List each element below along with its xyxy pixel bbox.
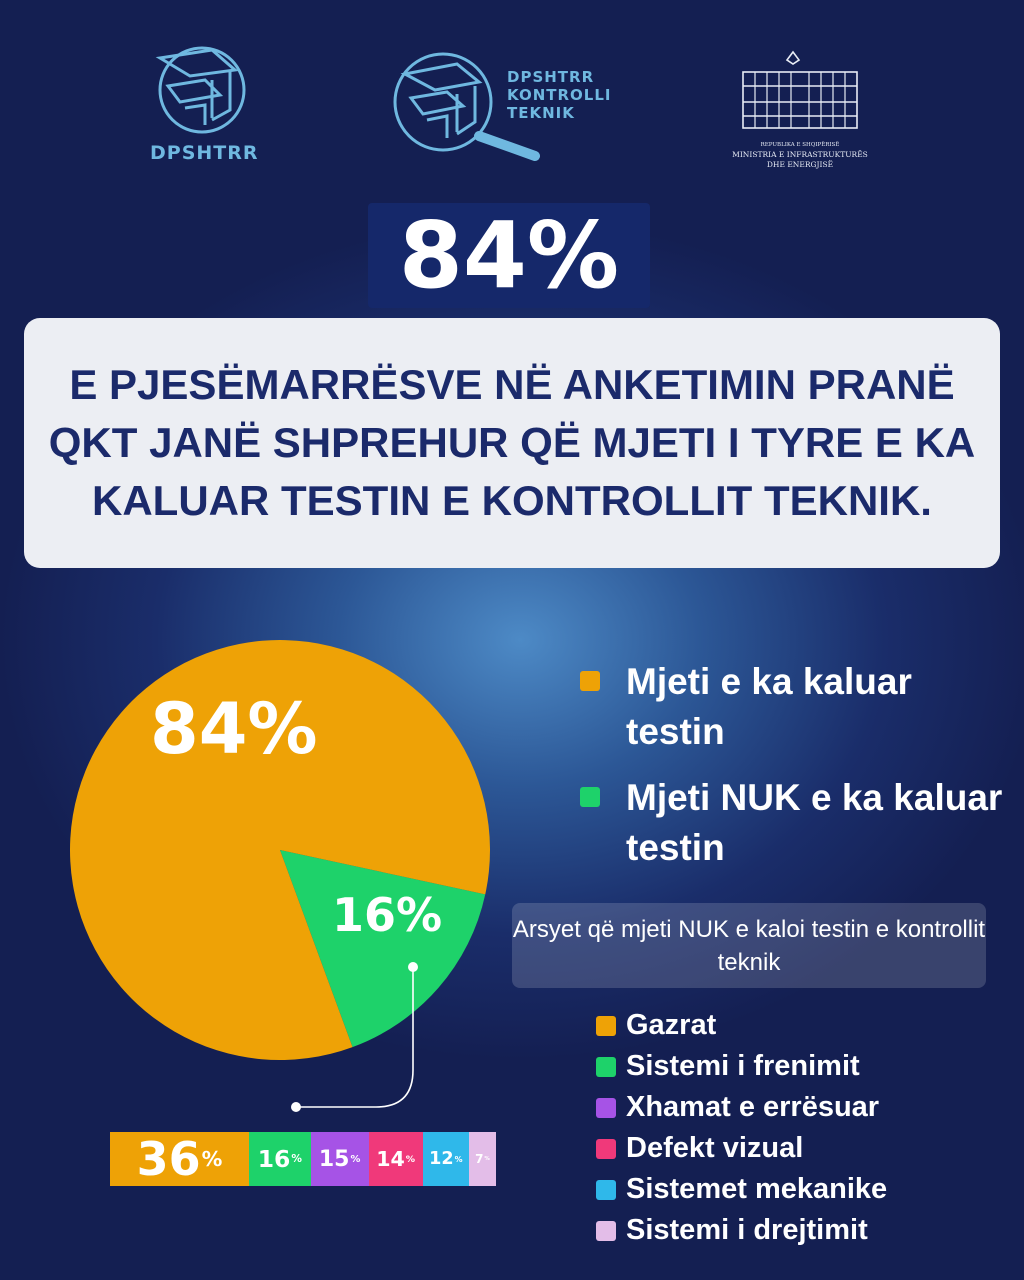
bar-segment-value: 7	[475, 1152, 484, 1166]
reason-label: Sistemi i drejtimit	[626, 1214, 868, 1246]
dpshtrr-logo-text: DPSHTRR	[150, 142, 259, 164]
headline-statement: E PJESËMARRËSVE NË ANKETIMIN PRANË QKT J…	[48, 361, 976, 524]
pass-rate-pie-chart	[70, 640, 490, 1060]
legend-swatch-orange	[580, 671, 600, 691]
dpshtrr-logo: DPSHTRR	[150, 40, 270, 170]
reason-swatch	[596, 1220, 616, 1241]
connector-line	[291, 962, 418, 1112]
reason-swatch	[596, 1097, 616, 1118]
ministria-logo: REPUBLIKA E SHQIPËRISË MINISTRIA E INFRA…	[725, 40, 875, 170]
legend-item-passed: Mjeti e ka kaluar testin	[580, 657, 1010, 757]
dpshtrr-emblem-icon	[155, 46, 246, 134]
ministry-building-icon	[742, 50, 858, 129]
bar-segment-value: 12	[429, 1149, 454, 1169]
reason-label: Sistemi i frenimit	[626, 1050, 860, 1082]
legend-item-failed: Mjeti NUK e ka kaluar testin	[580, 773, 1010, 873]
reason-item: Sistemi i frenimit	[596, 1046, 887, 1087]
bar-segment-value: 16	[257, 1145, 291, 1173]
reasons-title: Arsyet që mjeti NUK e kaloi testin e kon…	[512, 903, 986, 988]
reason-swatch	[596, 1015, 616, 1036]
bar-segment-value: 36	[136, 1132, 201, 1186]
reasons-list: Gazrat Sistemi i frenimit Xhamat e errësua…	[596, 1005, 887, 1251]
reason-label: Xhamat e errësuar	[626, 1091, 880, 1123]
reason-swatch	[596, 1056, 616, 1077]
legend-label-failed: Mjeti NUK e ka kaluar testin	[626, 777, 1003, 868]
bar-segment: 36%	[110, 1132, 249, 1186]
reason-item: Sistemet mekanike	[596, 1169, 887, 1210]
reason-label: Sistemet mekanike	[626, 1173, 888, 1205]
reason-item: Xhamat e errësuar	[596, 1087, 887, 1128]
ministria-logo-text: REPUBLIKA E SHQIPËRISË MINISTRIA E INFRA…	[732, 142, 868, 169]
failure-reasons-stacked-bar: 36% 16% 15% 14% 12% 7%	[110, 1132, 496, 1186]
kontrolli-teknik-logo: DPSHTRR KONTROLLI TEKNIK	[385, 40, 611, 170]
reason-item: Gazrat	[596, 1005, 887, 1046]
bar-segment: 14%	[368, 1132, 423, 1186]
bar-segment-value: 15	[318, 1146, 350, 1172]
reason-label: Gazrat	[626, 1009, 717, 1041]
reason-item: Sistemi i drejtimit	[596, 1210, 887, 1251]
magnifier-emblem-icon	[393, 52, 540, 161]
reason-swatch	[596, 1138, 616, 1159]
bar-segment: 16%	[248, 1132, 311, 1186]
pie-label-failed: 16%	[332, 888, 443, 942]
legend-label-passed: Mjeti e ka kaluar testin	[626, 661, 912, 752]
reason-swatch	[596, 1179, 616, 1200]
bar-segment: 7%	[468, 1132, 496, 1186]
kontrolli-teknik-logo-text: DPSHTRR KONTROLLI TEKNIK	[507, 68, 612, 122]
pie-slice-failed	[280, 850, 486, 1048]
legend-swatch-green	[580, 787, 600, 807]
headline-statement-box: E PJESËMARRËSVE NË ANKETIMIN PRANË QKT J…	[24, 318, 1000, 568]
reason-item: Defekt vizual	[596, 1128, 887, 1169]
pie-label-passed: 84%	[150, 688, 318, 770]
bar-segment: 12%	[422, 1132, 469, 1186]
bar-segment-value: 14	[376, 1147, 405, 1171]
headline-percentage: 84%	[368, 202, 650, 309]
bar-segment: 15%	[310, 1132, 369, 1186]
reason-label: Defekt vizual	[626, 1132, 804, 1164]
pie-slice-passed	[70, 640, 490, 1060]
